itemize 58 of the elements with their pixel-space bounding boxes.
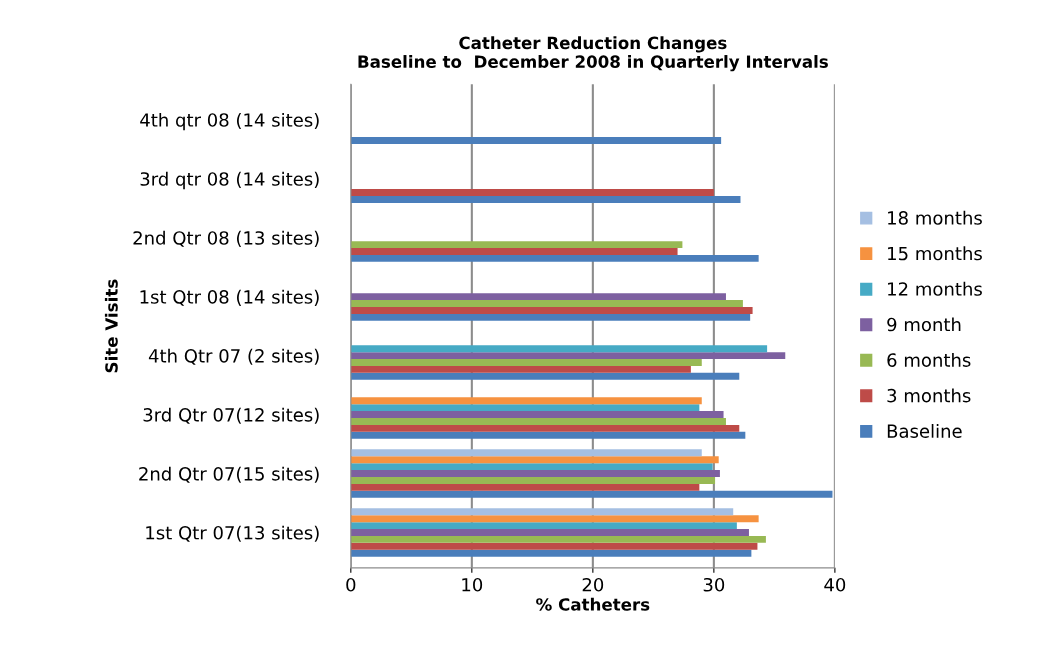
y-tick-label: 4th Qtr 07 (2 sites) (148, 348, 319, 365)
x-tick-label: 40 (824, 577, 846, 592)
bar (350, 476, 716, 484)
chart-title: Catheter Reduction Changes Baseline to December 2008 in Quarterly Intervals (358, 36, 828, 72)
y-axis-title: Site Visits (104, 279, 118, 373)
legend-label: 9 month (887, 317, 961, 332)
legend-label: 3 months (887, 388, 971, 403)
bar (350, 365, 691, 373)
bar (350, 411, 724, 419)
bar (350, 300, 743, 307)
bar (350, 248, 678, 255)
bar (350, 490, 833, 498)
y-tick-label: 1st Qtr 07(13 sites) (146, 525, 319, 542)
bar (350, 404, 700, 412)
legend-label: 18 months (888, 210, 982, 225)
bar (350, 189, 714, 196)
bar (350, 549, 752, 557)
x-tick-label: 30 (703, 577, 725, 592)
bar (350, 463, 713, 471)
x-tick-label: 10 (462, 577, 483, 592)
bar (350, 424, 740, 432)
legend-label: 6 months (887, 352, 971, 367)
bar (350, 293, 726, 301)
bar (350, 313, 751, 321)
bar (350, 483, 700, 491)
bar (350, 345, 768, 353)
bar (350, 535, 766, 543)
legend-label: Baseline (887, 423, 962, 438)
x-axis-title: % Catheters (536, 597, 650, 611)
bar (350, 352, 786, 360)
bar (350, 137, 722, 144)
bar (350, 515, 759, 523)
bar (350, 418, 726, 425)
bar (350, 372, 740, 380)
bar (350, 307, 753, 314)
bar (350, 449, 702, 457)
bar (350, 241, 683, 249)
y-tick-label: 4th qtr 08 (14 sites) (140, 112, 319, 131)
y-tick-label: 2nd Qtr 07(15 sites) (139, 466, 319, 483)
y-tick-label: 3rd Qtr 07(12 sites) (143, 407, 319, 424)
x-tick-label: 0 (346, 577, 356, 592)
bar (350, 529, 749, 536)
bar (350, 254, 759, 262)
y-tick-label: 3rd qtr 08 (14 sites) (140, 171, 319, 190)
bar (350, 359, 702, 366)
legend-label: 15 months (888, 246, 982, 261)
bar (350, 195, 741, 203)
y-tick-label: 1st Qtr 08 (14 sites) (140, 289, 319, 306)
y-tick-label: 2nd Qtr 08 (13 sites) (133, 230, 319, 247)
legend-label: 12 months (888, 281, 982, 296)
bar (350, 508, 734, 516)
bar (350, 456, 719, 464)
bar (350, 470, 720, 477)
bar (350, 397, 702, 405)
bar (350, 431, 746, 439)
bar (350, 522, 737, 530)
x-tick-label: 20 (582, 577, 604, 592)
bar (350, 542, 758, 550)
